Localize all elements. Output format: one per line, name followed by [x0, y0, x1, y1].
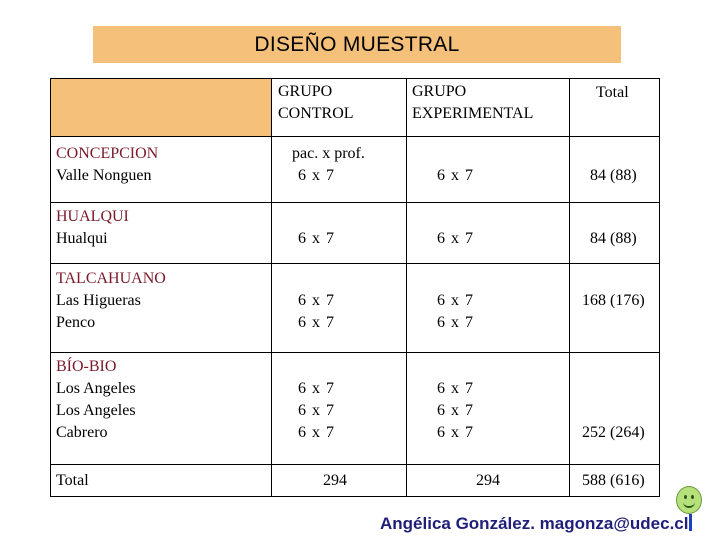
- row-biobio-label: BÍO-BIO Los Angeles Los Angeles Cabrero: [56, 358, 136, 441]
- text-cursor: [689, 514, 693, 531]
- table-row-divider: [50, 136, 660, 137]
- header-control: GRUPO CONTROL: [278, 83, 354, 122]
- row-talcahuano-label: TALCAHUANO Las Higueras Penco: [56, 270, 166, 331]
- totals-label: Total: [56, 472, 89, 489]
- row-hualqui-control: 6 x 7: [298, 230, 335, 247]
- table-col-divider: [271, 78, 272, 497]
- table-row-divider: [50, 352, 660, 353]
- page-title: DISEÑO MUESTRAL: [254, 32, 460, 56]
- row-hualqui-label: HUALQUI Hualqui: [56, 208, 129, 247]
- row-concepcion-label: CONCEPCION Valle Nonguen: [56, 145, 159, 184]
- row-talcahuano-total: 168 (176): [582, 292, 645, 309]
- row-hualqui-total: 84 (88): [590, 230, 637, 247]
- table-row-divider: [50, 202, 660, 203]
- table-col-divider: [406, 78, 407, 497]
- header-total: Total: [596, 84, 629, 101]
- row-concepcion-control: pac. x prof. 6 x 7: [292, 145, 365, 184]
- row-concepcion-experimental: 6 x 7: [437, 167, 474, 184]
- row-biobio-total: 252 (264): [582, 424, 645, 441]
- row-talcahuano-experimental: 6 x 7 6 x 7: [437, 292, 474, 331]
- table-row-divider: [50, 464, 660, 465]
- totals-experimental: 294: [476, 472, 500, 489]
- totals-control: 294: [323, 472, 347, 489]
- row-hualqui-experimental: 6 x 7: [437, 230, 474, 247]
- totals-total: 588 (616): [582, 472, 645, 489]
- table-row-divider: [50, 263, 660, 264]
- title-banner: DISEÑO MUESTRAL: [93, 26, 621, 63]
- table-header-fill: [50, 78, 272, 136]
- table-col-divider: [569, 78, 570, 497]
- row-talcahuano-control: 6 x 7 6 x 7: [298, 292, 335, 331]
- table-border-bottom: [50, 496, 660, 497]
- row-biobio-control: 6 x 7 6 x 7 6 x 7: [298, 380, 335, 441]
- row-concepcion-total: 84 (88): [590, 167, 637, 184]
- row-biobio-experimental: 6 x 7 6 x 7 6 x 7: [437, 380, 474, 441]
- author-credit: Angélica González. magonza@udec.cl: [380, 514, 693, 534]
- table-border-left: [50, 78, 51, 497]
- smiley-face-icon: [676, 486, 702, 514]
- table-border-top: [50, 78, 660, 79]
- table-border-right: [659, 78, 660, 497]
- header-experimental: GRUPO EXPERIMENTAL: [412, 83, 534, 122]
